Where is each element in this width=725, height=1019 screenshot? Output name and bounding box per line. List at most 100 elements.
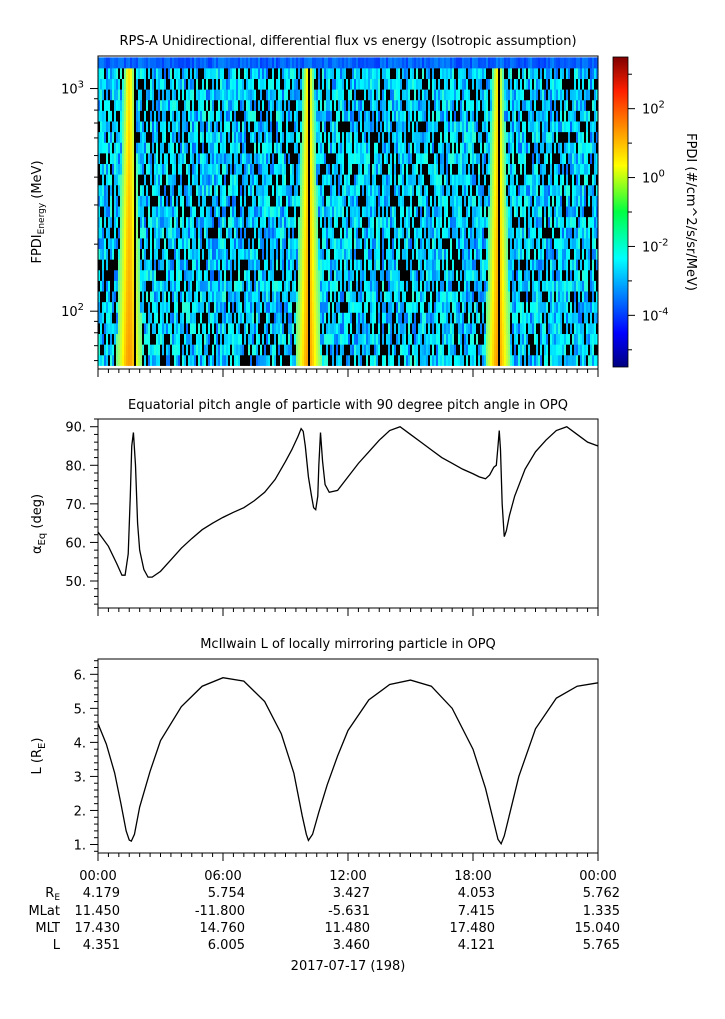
heatmap-cell bbox=[150, 216, 153, 228]
heatmap-cell bbox=[326, 238, 329, 250]
heatmap-cell bbox=[130, 121, 133, 133]
heatmap-cell bbox=[340, 142, 343, 154]
heatmap-cell bbox=[200, 301, 203, 313]
heatmap-cell bbox=[300, 184, 303, 196]
heatmap-cell bbox=[106, 312, 109, 324]
heatmap-cell bbox=[120, 333, 123, 345]
heatmap-cell bbox=[260, 238, 263, 250]
heatmap-cell bbox=[112, 280, 115, 292]
heatmap-cell bbox=[314, 57, 317, 69]
heatmap-cell bbox=[102, 354, 105, 366]
heatmap-cell bbox=[338, 68, 341, 79]
heatmap-cell bbox=[174, 174, 177, 186]
heatmap-cell bbox=[224, 195, 227, 207]
heatmap-cell bbox=[428, 333, 431, 345]
heatmap-cell bbox=[246, 153, 249, 165]
heatmap-cell bbox=[412, 259, 415, 271]
heatmap-cell bbox=[242, 301, 245, 313]
heatmap-cell bbox=[212, 248, 215, 260]
heatmap-cell bbox=[382, 99, 385, 111]
heatmap-cell bbox=[362, 131, 365, 143]
heatmap-cell bbox=[208, 301, 211, 313]
heatmap-cell bbox=[374, 344, 377, 356]
heatmap-cell bbox=[184, 227, 187, 239]
heatmap-cell bbox=[430, 163, 433, 175]
heatmap-cell bbox=[364, 110, 367, 122]
heatmap-cell bbox=[240, 68, 243, 79]
heatmap-cell bbox=[342, 184, 345, 196]
heatmap-cell bbox=[312, 312, 315, 324]
heatmap-cell bbox=[320, 184, 323, 196]
heatmap-cell bbox=[284, 259, 287, 271]
heatmap-cell bbox=[196, 301, 199, 313]
heatmap-cell bbox=[124, 323, 127, 335]
heatmap-cell bbox=[256, 78, 259, 90]
heatmap-cell bbox=[218, 78, 221, 90]
heatmap-cell bbox=[352, 259, 355, 271]
heatmap-cell bbox=[282, 142, 285, 154]
heatmap-cell bbox=[372, 227, 375, 239]
heatmap-cell bbox=[326, 227, 329, 239]
heatmap-cell bbox=[424, 227, 427, 239]
heatmap-cell bbox=[294, 280, 297, 292]
heatmap-cell bbox=[130, 238, 133, 250]
heatmap-cell bbox=[236, 78, 239, 90]
heatmap-cell bbox=[380, 195, 383, 207]
heatmap-cell bbox=[162, 206, 165, 218]
heatmap-cell bbox=[184, 301, 187, 313]
heatmap-cell bbox=[182, 323, 185, 335]
heatmap-cell bbox=[380, 312, 383, 324]
heatmap-cell bbox=[434, 344, 437, 356]
heatmap-cell bbox=[198, 323, 201, 335]
heatmap-cell bbox=[250, 354, 253, 366]
heatmap-cell bbox=[204, 174, 207, 186]
heatmap-cell bbox=[138, 78, 141, 90]
heatmap-cell bbox=[392, 280, 395, 292]
heatmap-cell bbox=[398, 227, 401, 239]
heatmap-cell bbox=[368, 131, 371, 143]
heatmap-cell bbox=[216, 259, 219, 271]
heatmap-cell bbox=[404, 121, 407, 133]
heatmap-cell bbox=[370, 216, 373, 228]
heatmap-cell bbox=[424, 206, 427, 218]
heatmap-cell bbox=[380, 216, 383, 228]
heatmap-cell bbox=[184, 259, 187, 271]
heatmap-cell bbox=[158, 153, 161, 165]
heatmap-cell bbox=[308, 57, 311, 69]
heatmap-cell bbox=[110, 344, 113, 356]
heatmap-cell bbox=[406, 78, 409, 90]
heatmap-cell bbox=[400, 121, 403, 133]
heatmap-cell bbox=[366, 216, 369, 228]
heatmap-cell bbox=[350, 248, 353, 260]
heatmap-cell bbox=[426, 354, 429, 366]
heatmap-cell bbox=[232, 301, 235, 313]
heatmap-cell bbox=[288, 291, 291, 303]
heatmap-cell bbox=[398, 216, 401, 228]
heatmap-cell bbox=[236, 153, 239, 165]
heatmap-cell bbox=[216, 142, 219, 154]
heatmap-cell bbox=[202, 216, 205, 228]
heatmap-cell bbox=[156, 301, 159, 313]
heatmap-cell bbox=[408, 121, 411, 133]
heatmap-cell bbox=[300, 344, 303, 356]
heatmap-cell bbox=[430, 89, 433, 101]
heatmap-cell bbox=[412, 269, 415, 281]
heatmap-cell bbox=[158, 238, 161, 250]
heatmap-cell bbox=[194, 312, 197, 324]
heatmap-cell bbox=[246, 227, 249, 239]
heatmap-cell bbox=[270, 333, 273, 345]
heatmap-cell bbox=[204, 57, 207, 69]
heatmap-cell bbox=[254, 280, 257, 292]
heatmap-cell bbox=[198, 291, 201, 303]
heatmap-cell bbox=[258, 142, 261, 154]
heatmap-cell bbox=[254, 269, 257, 281]
heatmap-cell bbox=[116, 163, 119, 175]
heatmap-cell bbox=[158, 195, 161, 207]
heatmap-cell bbox=[312, 142, 315, 154]
heatmap-cell bbox=[198, 301, 201, 313]
heatmap-cell bbox=[438, 301, 441, 313]
heatmap-cell bbox=[280, 291, 283, 303]
heatmap-cell bbox=[242, 238, 245, 250]
heatmap-cell bbox=[364, 280, 367, 292]
heatmap-cell bbox=[140, 291, 143, 303]
